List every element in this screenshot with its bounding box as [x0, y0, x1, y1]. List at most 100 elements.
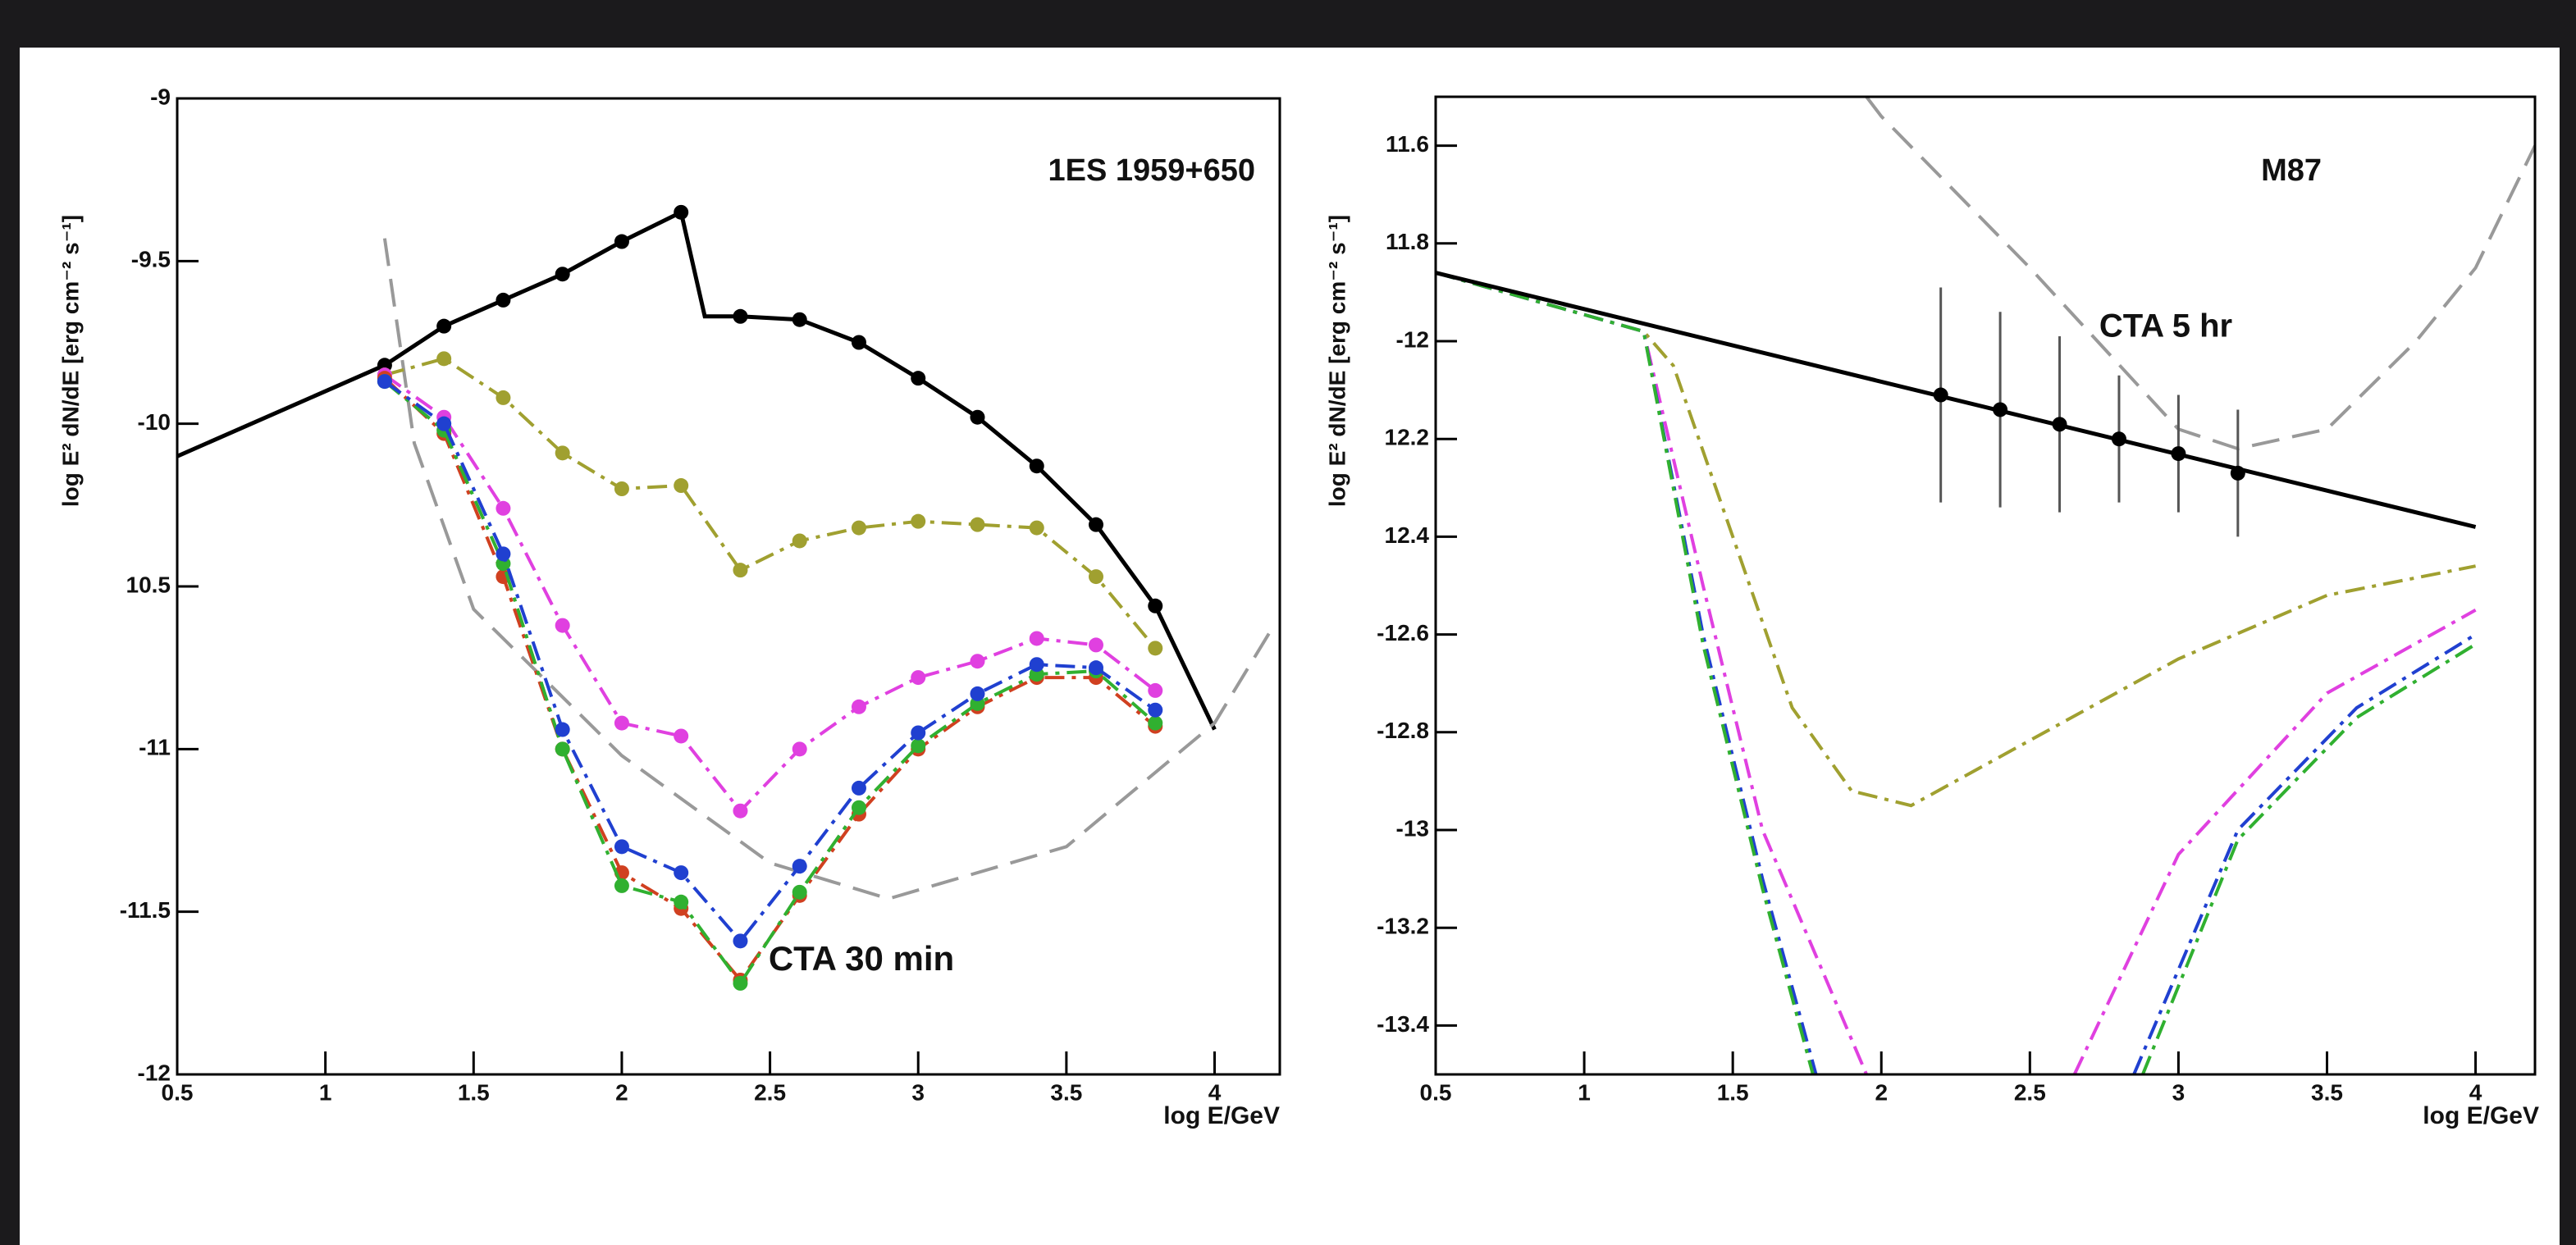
marker [555, 618, 570, 633]
marker [2111, 431, 2126, 447]
y-tick-label: -13 [1396, 815, 1429, 841]
x-tick-label: 3 [911, 1079, 925, 1105]
marker [1148, 641, 1163, 656]
x-tick-label: 3.5 [2311, 1079, 2343, 1105]
x-tick-label: 1.5 [1717, 1079, 1749, 1105]
series-line [383, 376, 1157, 983]
marker [496, 546, 511, 562]
x-tick-label: 2.5 [2014, 1079, 2046, 1105]
y-tick-label: -11 [139, 735, 171, 760]
marker [614, 481, 629, 496]
y-tick-label: -12.6 [1377, 620, 1429, 645]
x-tick-label: 2 [1875, 1079, 1888, 1105]
y-tick-label: -9 [150, 84, 171, 109]
marker [1029, 458, 1044, 474]
marker [911, 738, 926, 754]
y-tick-label: 12.2 [1385, 425, 1430, 450]
x-tick-label: 1 [1578, 1079, 1591, 1105]
y-tick-label: -13.2 [1377, 914, 1429, 939]
marker [911, 371, 926, 386]
marker [911, 670, 926, 686]
series-line [383, 380, 1157, 944]
annotation: 1ES 1959+650 [1048, 153, 1255, 188]
marker [555, 267, 570, 282]
x-tick-label: 4 [1208, 1079, 1222, 1105]
x-tick-label: 3 [2172, 1079, 2185, 1105]
annotation: CTA 5 hr [2099, 308, 2232, 344]
x-tick-label: 2.5 [754, 1079, 786, 1105]
marker [1993, 402, 2008, 417]
marker [1029, 657, 1044, 673]
x-tick-label: 1 [319, 1079, 332, 1105]
y-tick-label: -11.5 [120, 897, 171, 923]
marker [970, 654, 985, 669]
marker [555, 741, 570, 757]
x-tick-label: 4 [2469, 1079, 2482, 1105]
series-line [383, 380, 1157, 987]
annotation: CTA 30 min [769, 939, 954, 978]
series-line [1436, 271, 2477, 1074]
marker [792, 859, 807, 874]
panel [20, 48, 2560, 1245]
marker [792, 884, 807, 900]
x-tick-label: 1.5 [458, 1079, 490, 1105]
marker [733, 308, 748, 324]
marker [555, 722, 570, 737]
marker [970, 409, 985, 425]
marker [377, 374, 392, 390]
annotation: M87 [2261, 153, 2322, 188]
marker [2230, 465, 2245, 481]
marker [792, 741, 807, 757]
marker [792, 533, 807, 549]
marker [2052, 417, 2067, 432]
series-line [382, 238, 1276, 901]
x-tick-label: 0.5 [162, 1079, 194, 1105]
x-tick-label: 3.5 [1050, 1079, 1082, 1105]
marker [733, 933, 748, 949]
series-line [383, 373, 1157, 814]
marker [851, 699, 866, 714]
marker [496, 390, 511, 405]
y-tick-label: 11.8 [1386, 229, 1429, 254]
series-line [1436, 271, 2477, 529]
y-tick-label: -13.4 [1377, 1011, 1429, 1037]
marker [674, 478, 689, 494]
marker [2171, 446, 2186, 462]
marker [496, 292, 511, 308]
marker [911, 513, 926, 529]
marker [1148, 682, 1163, 698]
marker [614, 715, 629, 731]
y-axis-label: log E² dN/dE [erg cm⁻² s⁻¹] [1324, 215, 1350, 507]
marker [1089, 637, 1103, 653]
y-tick-label: 11.6 [1386, 131, 1429, 157]
marker [1029, 631, 1044, 646]
x-tick-label: 0.5 [1420, 1079, 1452, 1105]
x-axis-label: log E/GeV [2423, 1102, 2539, 1129]
marker [851, 780, 866, 796]
marker [614, 839, 629, 855]
y-tick-label: 10.5 [126, 572, 171, 597]
marker [970, 517, 985, 532]
y-tick-label: 12.4 [1385, 522, 1430, 548]
marker [614, 878, 629, 893]
frame [1434, 95, 2537, 1076]
marker [674, 894, 689, 910]
x-tick-label: 2 [615, 1079, 628, 1105]
marker [674, 728, 689, 744]
marker [1089, 660, 1103, 676]
marker [436, 318, 452, 334]
marker [1029, 520, 1044, 536]
marker [496, 500, 511, 516]
marker [1089, 517, 1103, 532]
y-tick-label: -12 [138, 1060, 171, 1085]
plot-area [1436, 97, 2535, 1074]
marker [1933, 387, 1948, 403]
series-line [1436, 271, 2476, 808]
y-tick-label: -9.5 [131, 247, 171, 272]
marker [851, 335, 866, 350]
marker [970, 686, 985, 701]
marker [674, 865, 689, 881]
marker [614, 234, 629, 249]
marker [851, 520, 866, 536]
